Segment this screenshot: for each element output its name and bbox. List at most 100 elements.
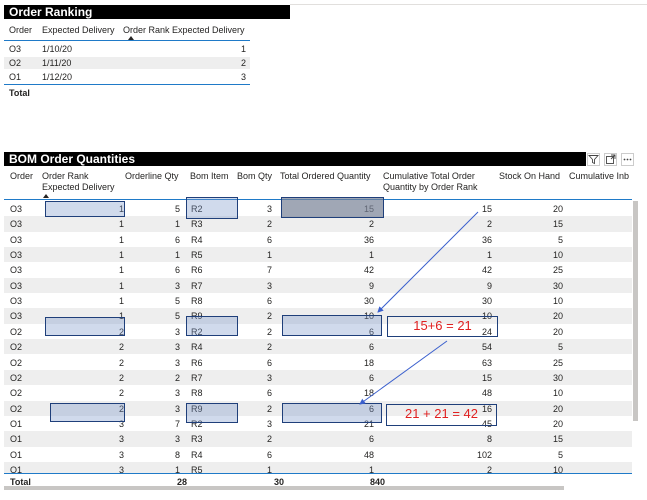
total-bom-qty: 30 — [273, 477, 284, 487]
cell-orderline-qty: 3 — [174, 434, 180, 445]
cell-bom-qty: 7 — [266, 265, 272, 276]
cell-stock-on-hand: 20 — [552, 418, 563, 429]
highlight-rank-o1 — [50, 403, 125, 422]
header-underline — [4, 40, 250, 41]
cell-bom-qty: 6 — [266, 234, 272, 245]
bom-table: Order Order Rank Expected Delivery Order… — [4, 167, 643, 492]
cell-orderline-qty: 3 — [174, 280, 180, 291]
cell-orderline-qty: 3 — [174, 403, 180, 414]
focus-mode-icon[interactable] — [604, 153, 617, 166]
highlight-total-o2 — [282, 315, 382, 336]
cell-order: O3 — [9, 44, 22, 54]
table-row: O3 1 6 R4 6 36 36 5 — [4, 231, 632, 248]
annotation-box-first: 15+6 = 21 — [387, 316, 498, 337]
cell-bom-qty: 1 — [266, 250, 272, 261]
cell-cumulative: 24 — [481, 326, 492, 337]
cell-delivery: 1/11/20 — [42, 58, 72, 68]
col-header-cumulative[interactable]: Cumulative Total Order Quantity by Order… — [383, 171, 478, 192]
col-header-order[interactable]: Order — [9, 25, 33, 35]
cell-stock-on-hand: 10 — [552, 388, 563, 399]
col-header-order[interactable]: Order — [10, 171, 34, 181]
vertical-scrollbar[interactable] — [632, 201, 640, 473]
cell-order: O2 — [10, 403, 23, 414]
col-header-order-rank[interactable]: Order Rank Expected Delivery — [42, 171, 115, 192]
more-options-icon[interactable] — [621, 153, 634, 166]
col-header-bom-item[interactable]: Bom Item — [190, 171, 229, 181]
cell-stock-on-hand: 10 — [552, 250, 563, 261]
total-divider — [4, 84, 250, 85]
cell-total-ordered: 9 — [368, 280, 374, 291]
cell-bom-qty: 6 — [266, 449, 272, 460]
cell-bom-qty: 2 — [266, 219, 272, 230]
highlight-rank-o2 — [45, 317, 125, 336]
cell-order: O1 — [10, 434, 23, 445]
cell-cumulative: 1 — [486, 250, 492, 261]
total-divider — [4, 473, 632, 474]
arrow-second — [359, 340, 448, 405]
table-row: O3 1/10/20 1 — [4, 43, 250, 55]
cell-stock-on-hand: 25 — [552, 265, 563, 276]
cell-rank: 1 — [240, 44, 246, 54]
cell-cumulative: 9 — [486, 280, 492, 291]
cell-order: O3 — [10, 234, 23, 245]
cell-total-ordered: 6 — [368, 342, 374, 353]
cell-bom-item: R7 — [191, 280, 203, 291]
col-header-bom-qty[interactable]: Bom Qty — [237, 171, 273, 181]
cell-order-rank: 3 — [118, 418, 124, 429]
horizontal-scrollbar[interactable] — [4, 485, 632, 491]
table-row: O1 3 7 R2 3 21 45 20 — [4, 415, 632, 432]
cell-orderline-qty: 1 — [174, 219, 180, 230]
cell-stock-on-hand: 30 — [552, 372, 563, 383]
sort-ascending-icon — [128, 36, 134, 40]
cell-stock-on-hand: 15 — [552, 219, 563, 230]
cell-bom-item: R2 — [191, 326, 203, 337]
cell-rank: 3 — [240, 72, 246, 82]
horizontal-scrollbar-thumb[interactable] — [4, 486, 564, 490]
cell-order: O3 — [10, 265, 23, 276]
cell-stock-on-hand: 5 — [557, 449, 563, 460]
cell-bom-qty: 2 — [266, 403, 272, 414]
highlight-bom-item-o1 — [186, 403, 238, 423]
cell-bom-item: R5 — [191, 250, 203, 261]
cell-order-rank: 1 — [118, 234, 124, 245]
col-header-order-rank[interactable]: Order Rank Expected Delivery — [123, 25, 245, 35]
cell-orderline-qty: 5 — [174, 296, 180, 307]
cell-orderline-qty: 3 — [174, 357, 180, 368]
cell-cumulative: 54 — [481, 342, 492, 353]
cell-cumulative: 42 — [481, 265, 492, 276]
cell-bom-item: R4 — [191, 449, 203, 460]
cell-order-rank: 2 — [118, 388, 124, 399]
cell-bom-item: R6 — [191, 265, 203, 276]
total-orderline-qty: 28 — [176, 477, 187, 487]
cell-orderline-qty: 5 — [174, 204, 180, 214]
annotation-box-second: 21 + 21 = 42 — [386, 404, 497, 426]
cell-cumulative: 45 — [481, 418, 492, 429]
cell-bom-item: R4 — [191, 234, 203, 245]
cell-stock-on-hand: 20 — [552, 326, 563, 337]
cell-bom-item: R7 — [191, 372, 203, 383]
cell-bom-item: R6 — [191, 357, 203, 368]
cell-total-ordered: 6 — [368, 372, 374, 383]
cell-cumulative: 30 — [481, 296, 492, 307]
cell-cumulative: 15 — [481, 204, 492, 214]
vertical-scrollbar-thumb[interactable] — [633, 201, 638, 421]
cell-delivery: 1/10/20 — [42, 44, 73, 54]
cell-orderline-qty: 3 — [174, 388, 180, 399]
col-header-total-ordered[interactable]: Total Ordered Quantity — [280, 171, 371, 181]
col-header-stock-on-hand[interactable]: Stock On Hand — [499, 171, 561, 181]
cell-orderline-qty: 1 — [174, 464, 180, 473]
col-header-cumulative-inbound[interactable]: Cumulative Inb — [569, 171, 630, 181]
cell-total-ordered: 1 — [368, 464, 374, 473]
cell-bom-item: R8 — [191, 296, 203, 307]
cell-cumulative: 15 — [481, 372, 492, 383]
filter-icon[interactable] — [587, 153, 600, 166]
cell-order: O1 — [9, 72, 22, 82]
cell-cumulative: 2 — [486, 219, 492, 230]
cell-stock-on-hand: 5 — [557, 234, 563, 245]
cell-total-ordered: 48 — [363, 449, 374, 460]
col-header-orderline-qty[interactable]: Orderline Qty — [125, 171, 179, 181]
col-header-expected-delivery[interactable]: Expected Delivery — [42, 25, 115, 35]
cell-total-ordered: 21 — [363, 418, 374, 429]
cell-bom-item: R2 — [191, 418, 203, 429]
